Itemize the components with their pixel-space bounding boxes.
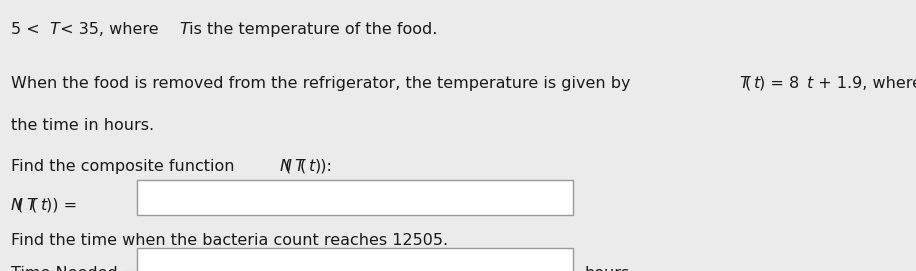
Text: T: T	[294, 159, 304, 173]
Text: t: t	[754, 76, 760, 91]
Text: T: T	[49, 22, 59, 37]
Text: Time Needed =: Time Needed =	[11, 266, 136, 271]
Text: (: (	[31, 198, 38, 213]
Text: N: N	[279, 159, 291, 173]
Text: Find the composite function: Find the composite function	[11, 159, 240, 173]
FancyBboxPatch shape	[137, 180, 572, 215]
Text: the time in hours.: the time in hours.	[11, 118, 154, 133]
Text: T: T	[26, 198, 36, 213]
Text: (: (	[16, 198, 23, 213]
Text: (: (	[745, 76, 751, 91]
Text: T: T	[739, 76, 749, 91]
Text: )) =: )) =	[46, 198, 77, 213]
Text: N: N	[11, 198, 23, 213]
Text: ) = 8: ) = 8	[759, 76, 800, 91]
Text: )):: )):	[314, 159, 333, 173]
Text: t: t	[40, 198, 47, 213]
Text: hours: hours	[584, 266, 629, 271]
Text: 5 <: 5 <	[11, 22, 45, 37]
Text: < 35, where: < 35, where	[55, 22, 163, 37]
Text: When the food is removed from the refrigerator, the temperature is given by: When the food is removed from the refrig…	[11, 76, 636, 91]
Text: t: t	[309, 159, 315, 173]
Text: T: T	[180, 22, 189, 37]
Text: is the temperature of the food.: is the temperature of the food.	[184, 22, 438, 37]
Text: t: t	[807, 76, 813, 91]
Text: (: (	[285, 159, 291, 173]
FancyBboxPatch shape	[137, 248, 572, 271]
Text: (: (	[300, 159, 306, 173]
Text: + 1.9, where: + 1.9, where	[812, 76, 916, 91]
Text: Find the time when the bacteria count reaches 12505.: Find the time when the bacteria count re…	[11, 233, 448, 248]
